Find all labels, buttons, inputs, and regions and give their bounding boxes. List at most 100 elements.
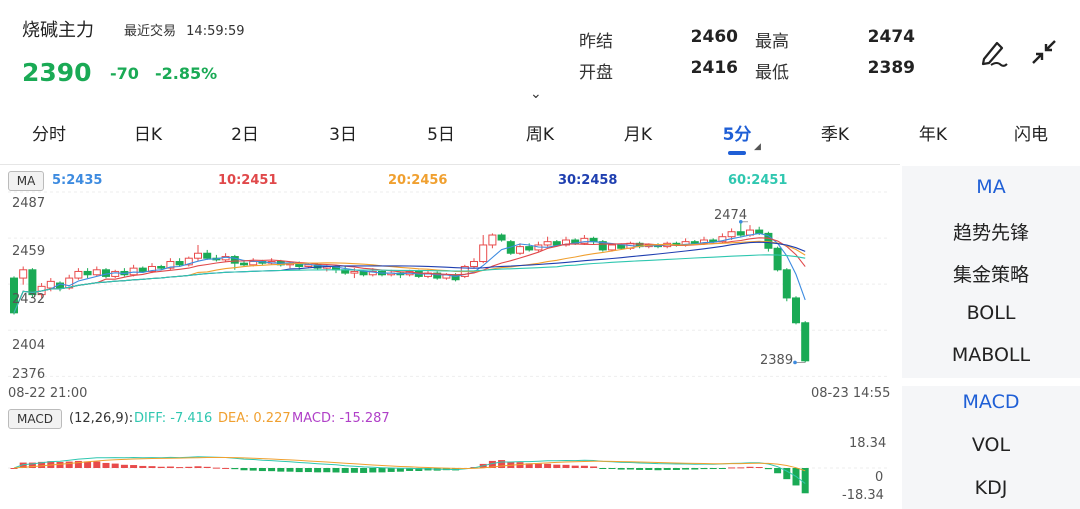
candle xyxy=(350,270,359,274)
macd-bar xyxy=(498,460,506,468)
indicator-ma[interactable]: MA xyxy=(976,176,1006,198)
macd-bar xyxy=(277,468,285,472)
indicator-kdj[interactable]: KDJ xyxy=(974,477,1008,499)
price-change: -70 xyxy=(110,64,139,83)
tab-month-k[interactable]: 月K xyxy=(623,125,653,145)
candle xyxy=(736,231,745,236)
high-label: 最高 xyxy=(755,32,789,52)
candle xyxy=(543,241,552,246)
macd-bar xyxy=(700,468,708,470)
tab-dropdown-caret-icon[interactable]: ◢ xyxy=(754,142,761,152)
macd-bar xyxy=(203,466,211,468)
macd-bar xyxy=(608,468,616,469)
tab-3day[interactable]: 3日 xyxy=(329,125,357,145)
indicator-maboll[interactable]: MABOLL xyxy=(951,344,1031,366)
candle xyxy=(727,231,736,238)
tab-season-k[interactable]: 季K xyxy=(820,125,850,145)
macd-bar xyxy=(534,463,542,468)
macd-bar xyxy=(396,468,404,472)
macd-bar xyxy=(268,468,276,472)
candle xyxy=(497,234,506,241)
macd-chart[interactable] xyxy=(0,432,900,509)
tab-fenshi[interactable]: 分时 xyxy=(32,125,66,145)
candle xyxy=(230,256,239,264)
low-value: 2389 xyxy=(867,58,915,78)
macd-bar xyxy=(194,466,202,468)
macd-bar xyxy=(185,466,193,468)
macd-bar xyxy=(801,468,809,494)
macd-bar xyxy=(148,466,156,468)
ma-badge[interactable]: MA xyxy=(8,171,44,191)
macd-bar xyxy=(654,468,662,471)
candle xyxy=(598,241,607,251)
divider xyxy=(0,164,900,165)
macd-bar xyxy=(406,468,414,471)
candle xyxy=(28,269,37,296)
ma30-value: 30:2458 xyxy=(558,173,618,188)
indicator-jijin[interactable]: 集金策略 xyxy=(952,264,1029,286)
candle xyxy=(801,322,810,362)
tab-flash[interactable]: 闪电 xyxy=(1014,125,1048,145)
macd-bar xyxy=(774,468,782,474)
candle xyxy=(359,270,368,276)
macd-bar xyxy=(544,463,552,468)
tab-year-k[interactable]: 年K xyxy=(918,125,948,145)
macd-bar xyxy=(645,468,653,470)
candle xyxy=(249,261,258,266)
tab-5day[interactable]: 5日 xyxy=(427,125,455,145)
candle xyxy=(304,264,313,267)
tab-2day[interactable]: 2日 xyxy=(231,125,259,145)
candle xyxy=(764,232,773,249)
candle xyxy=(690,241,699,244)
draw-pen-icon[interactable] xyxy=(977,35,1011,69)
diff-value: DIFF: -7.416 xyxy=(134,411,213,426)
ma60-value: 60:2451 xyxy=(728,173,788,188)
candle xyxy=(175,261,184,266)
macd-bar xyxy=(746,466,754,468)
candle xyxy=(184,257,193,266)
indicator-vol[interactable]: VOL xyxy=(971,434,1011,456)
candle xyxy=(562,239,570,246)
macd-bar xyxy=(387,468,395,472)
candle xyxy=(111,270,120,277)
candle xyxy=(433,272,442,279)
macd-bar xyxy=(222,467,230,469)
contract-title: 烧碱主力 xyxy=(22,20,94,41)
macd-bar xyxy=(56,461,64,468)
collapse-arrows-icon[interactable] xyxy=(1027,35,1061,69)
ma-line-ma30 xyxy=(13,241,806,314)
macd-bar xyxy=(350,468,358,473)
ma-line-ma20 xyxy=(13,240,806,314)
macd-bar xyxy=(314,468,322,473)
macd-bar xyxy=(74,460,82,468)
indicator-trend[interactable]: 趋势先锋 xyxy=(952,222,1029,244)
price-axis-label: 2487 xyxy=(12,196,46,211)
candle xyxy=(700,239,708,244)
indicator-boll[interactable]: BOLL xyxy=(966,302,1016,324)
indicator-macd[interactable]: MACD xyxy=(962,391,1020,413)
candle xyxy=(718,236,727,243)
high-value: 2474 xyxy=(867,27,915,47)
macd-axis-label: 0 xyxy=(875,470,884,485)
macd-bar xyxy=(580,465,588,468)
macd-bar xyxy=(415,468,423,471)
macd-bar xyxy=(599,468,607,469)
macd-badge[interactable]: MACD xyxy=(8,409,62,429)
macd-bar xyxy=(295,468,303,473)
macd-bar xyxy=(10,468,18,469)
expand-chevron-icon[interactable]: ⌄ xyxy=(530,86,542,102)
candlestick-chart[interactable] xyxy=(0,190,900,400)
time-axis-start: 08-22 21:00 xyxy=(8,386,88,401)
low-label: 最低 xyxy=(755,63,789,83)
candle xyxy=(792,297,800,324)
macd-bar xyxy=(19,462,27,468)
candle xyxy=(46,280,55,289)
candle xyxy=(470,261,478,267)
tab-day-k[interactable]: 日K xyxy=(133,125,163,145)
candle xyxy=(74,270,83,279)
high-marker-dot xyxy=(739,219,743,224)
candle xyxy=(102,269,110,277)
candle xyxy=(552,241,561,246)
tab-week-k[interactable]: 周K xyxy=(525,125,555,145)
tab-5min[interactable]: 5分 xyxy=(722,125,752,145)
